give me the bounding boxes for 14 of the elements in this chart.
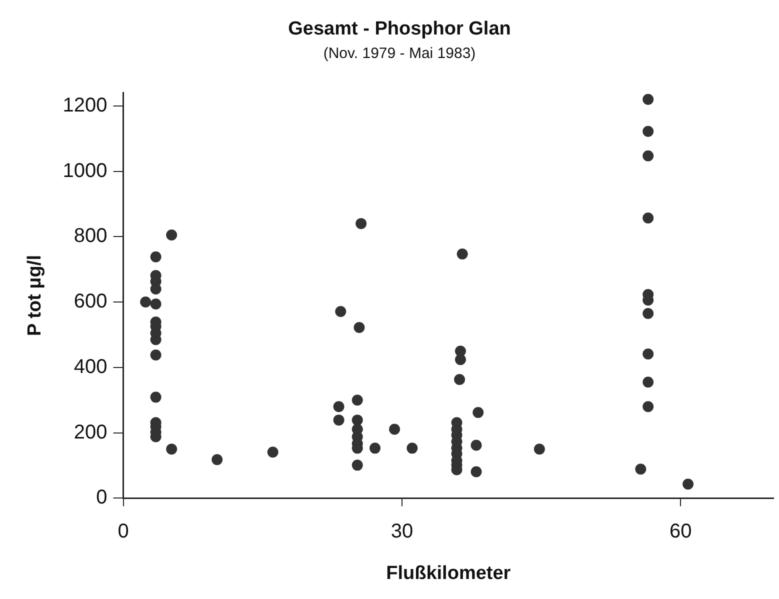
- x-tick-label: 60: [669, 520, 692, 543]
- chart-title: Gesamt - Phosphor Glan: [288, 18, 511, 40]
- chart-subtitle: (Nov. 1979 - Mai 1983): [323, 44, 476, 62]
- y-tick-label: 400: [74, 356, 108, 378]
- y-tick-label: 1000: [62, 160, 108, 182]
- y-tick-label: 600: [74, 290, 108, 313]
- x-axis-title: Flußkilometer: [386, 562, 512, 584]
- y-tick-label: 1200: [62, 94, 108, 116]
- x-tick-label: 30: [390, 520, 414, 543]
- x-tick-label: 0: [118, 520, 129, 543]
- y-axis-title: P tot μg/l: [24, 255, 46, 336]
- y-tick-label: 0: [96, 486, 108, 509]
- y-tick-label: 200: [74, 421, 108, 444]
- y-tick-label: 800: [74, 225, 108, 248]
